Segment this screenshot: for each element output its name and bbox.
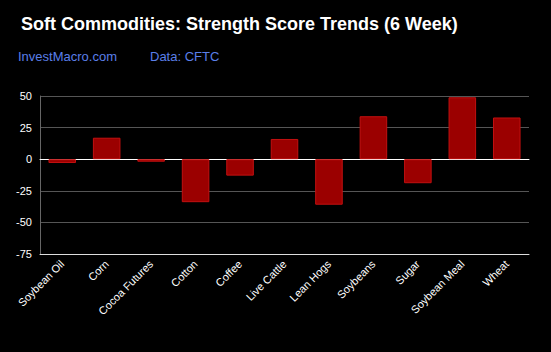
svg-text:Soft Commodities: Strength Sco: Soft Commodities: Strength Score Trends …	[21, 14, 458, 34]
svg-text:25: 25	[20, 122, 32, 134]
svg-text:Soybean Meal: Soybean Meal	[408, 258, 466, 316]
svg-text:Live Cattle: Live Cattle	[244, 258, 289, 303]
svg-text:InvestMacro.com: InvestMacro.com	[18, 49, 117, 64]
svg-text:Coffee: Coffee	[213, 258, 244, 289]
svg-text:Cotton: Cotton	[168, 258, 199, 289]
svg-text:-25: -25	[16, 185, 32, 197]
svg-text:Data: CFTC: Data: CFTC	[150, 49, 219, 64]
svg-text:Soybeans: Soybeans	[335, 257, 378, 300]
svg-text:50: 50	[20, 90, 32, 102]
svg-text:Cocoa Futures: Cocoa Futures	[96, 257, 156, 317]
svg-text:Wheat: Wheat	[480, 258, 511, 289]
svg-text:0: 0	[26, 153, 32, 165]
svg-text:-50: -50	[16, 216, 32, 228]
svg-text:Soybean Oil: Soybean Oil	[16, 258, 67, 309]
svg-text:Corn: Corn	[86, 258, 111, 283]
svg-text:Sugar: Sugar	[393, 258, 422, 287]
svg-text:Lean Hogs: Lean Hogs	[287, 257, 333, 303]
svg-text:-75: -75	[16, 248, 32, 260]
